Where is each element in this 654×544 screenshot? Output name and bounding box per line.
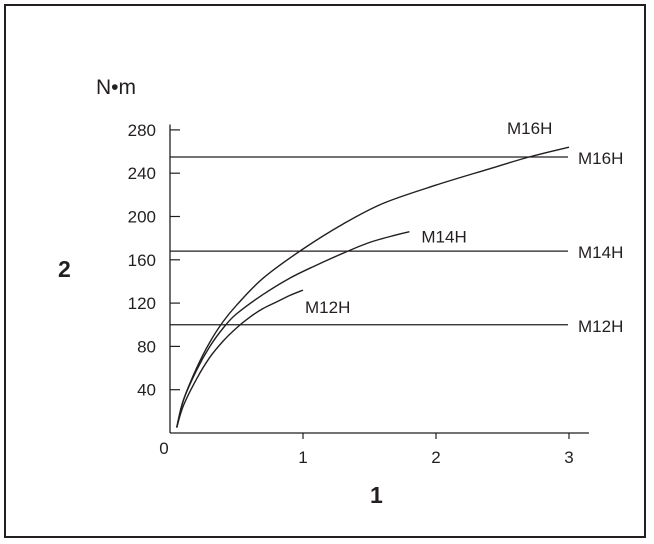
y-tick-label: 80 — [137, 337, 156, 356]
curve-line — [176, 146, 570, 428]
reference-lines: M16H M14H M12H — [170, 149, 623, 336]
y-axis-unit: N•m — [96, 76, 136, 99]
axis-ticks: 40 80 120 160 200 240 280 0 1 2 3 — [128, 121, 574, 467]
curve-label: M14H — [421, 228, 466, 247]
chart-frame: 40 80 120 160 200 240 280 0 1 2 3 M16H M14H M12H M12… — [4, 4, 646, 538]
x-tick-label: 1 — [298, 448, 307, 467]
curve-line — [176, 231, 410, 428]
y-axis-label: 2 — [58, 256, 71, 282]
y-tick-label: 40 — [137, 381, 156, 400]
x-tick-label: 2 — [431, 448, 440, 467]
x-axis-label: 1 — [370, 482, 383, 508]
curve-line — [176, 289, 304, 428]
curve-label: M16H — [507, 119, 552, 138]
y-tick-label: 120 — [128, 294, 156, 313]
chart-plot: 40 80 120 160 200 240 280 0 1 2 3 M16H M14H M12H M12… — [58, 76, 623, 508]
chart-labels: N•m 2 1 — [58, 76, 383, 508]
curves: M12H M14H M16H — [176, 119, 570, 428]
x-tick-label: 3 — [564, 448, 573, 467]
y-tick-label: 200 — [128, 208, 156, 227]
reference-line-label: M12H — [578, 317, 623, 336]
curve-label: M12H — [305, 298, 350, 317]
axes — [169, 124, 589, 434]
reference-line-label: M14H — [578, 243, 623, 262]
y-tick-label: 160 — [128, 251, 156, 270]
x-tick-label: 0 — [159, 439, 168, 458]
reference-line-label: M16H — [578, 149, 623, 168]
y-tick-label: 240 — [128, 164, 156, 183]
y-tick-label: 280 — [128, 121, 156, 140]
